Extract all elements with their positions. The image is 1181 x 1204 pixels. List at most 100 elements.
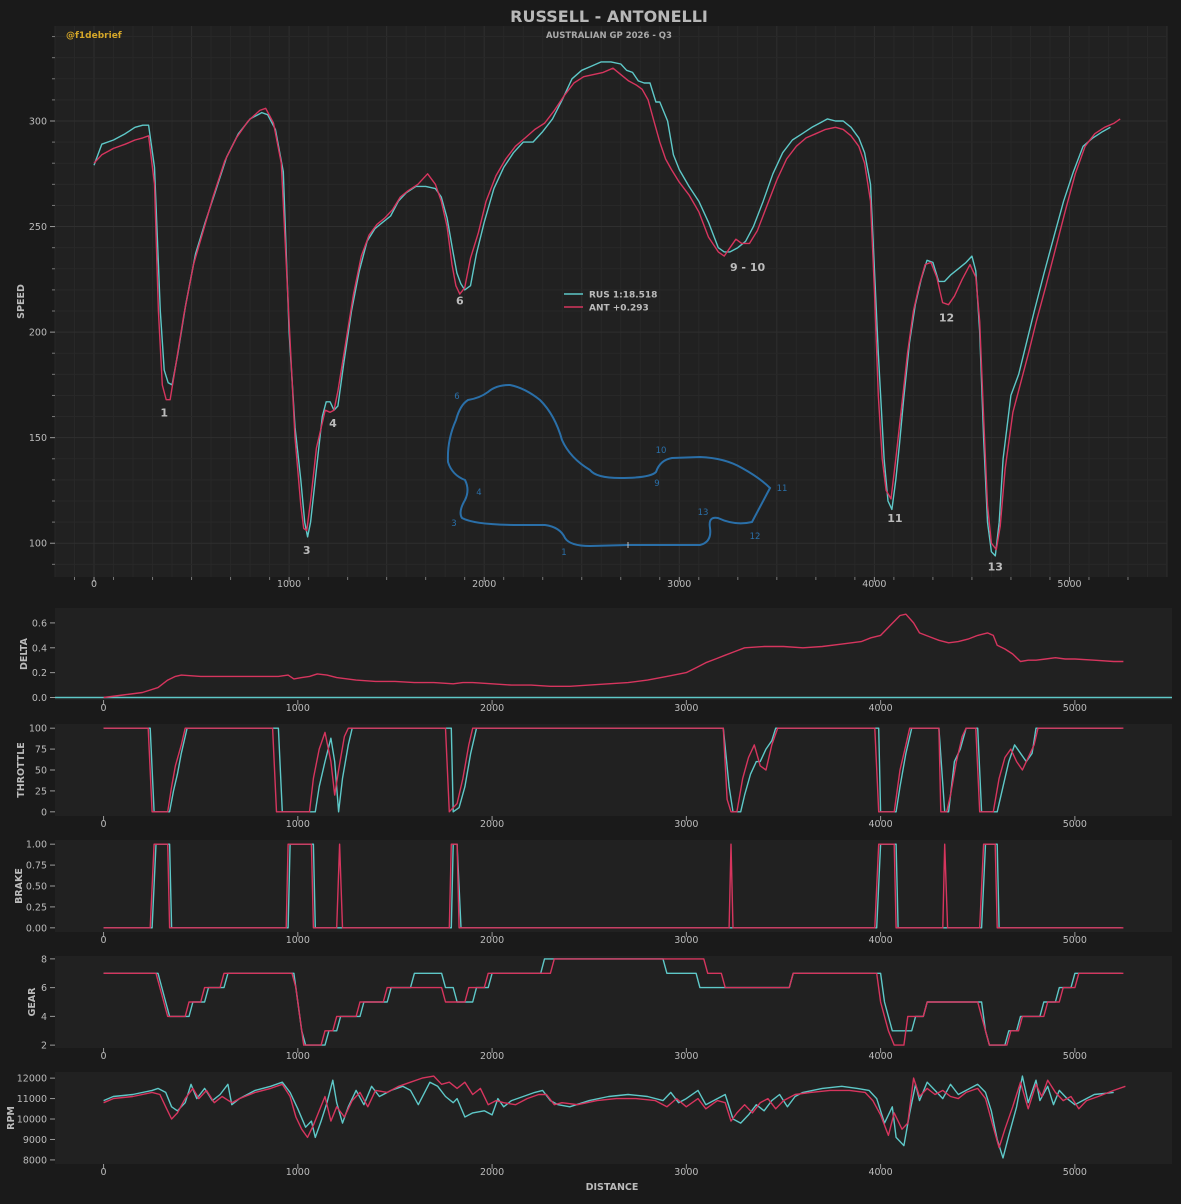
watermark: @f1debrief (66, 31, 122, 41)
corner-label: 6 (456, 295, 464, 308)
brake-xtick-label: 5000 (1063, 935, 1087, 946)
throttle-series-ant (103, 727, 1124, 813)
gear-ytick-label: 6 (41, 983, 47, 994)
brake-ytick-label: 0.50 (26, 882, 47, 893)
gear-ytick-label: 2 (41, 1041, 47, 1052)
delta-ylabel: DELTA (19, 637, 30, 670)
brake-series-ant (103, 843, 1124, 929)
throttle-ytick-label: 100 (29, 724, 47, 735)
throttle-xtick-label: 5000 (1063, 819, 1087, 830)
brake-plot-area (55, 840, 1172, 932)
figure-title: RUSSELL - ANTONELLI (510, 7, 708, 26)
track-corner-label: 11 (777, 484, 788, 494)
rpm-xtick-label: 2000 (480, 1167, 504, 1178)
rpm-xtick-label: 0 (101, 1167, 107, 1178)
brake-xtick-label: 4000 (869, 935, 893, 946)
speed-series-ant (93, 67, 1121, 551)
throttle-xtick-label: 4000 (869, 819, 893, 830)
rpm-series-rus (103, 1075, 1114, 1159)
track-corner-label: 9 (654, 479, 659, 489)
speed-ytick-label: 200 (29, 328, 47, 339)
legend: RUS 1:18.518 ANT +0.293 (564, 291, 657, 314)
throttle-xtick-label: 3000 (674, 819, 698, 830)
gear-ylabel: GEAR (27, 987, 38, 1017)
corner-label: 11 (887, 512, 902, 525)
throttle-ytick-label: 25 (35, 786, 47, 797)
delta-xtick-label: 3000 (674, 703, 698, 714)
gear-ytick-label: 4 (41, 1012, 47, 1023)
delta-ytick-label: 0.0 (32, 693, 47, 704)
gear-panel: 2 4 6 8 0 1000 2000 3000 4000 5000 GEAR (27, 954, 1172, 1062)
rpm-xtick-label: 1000 (286, 1167, 310, 1178)
speed-ytick-label: 100 (29, 539, 47, 550)
delta-plot-area (55, 608, 1172, 700)
corner-label: 1 (160, 407, 168, 420)
rpm-ytick-label: 10000 (17, 1115, 47, 1126)
delta-panel: 0.0 0.2 0.4 0.6 0 1000 2000 3000 4000 5000 DELTA (19, 608, 1172, 714)
speed-xtick-label: 0 (91, 579, 97, 590)
speed-xtick-label: 5000 (1057, 579, 1081, 590)
brake-xtick-label: 1000 (286, 935, 310, 946)
gear-plot-area (55, 956, 1172, 1048)
legend-label-rus: RUS 1:18.518 (589, 291, 657, 301)
throttle-ytick-label: 75 (35, 745, 47, 756)
delta-xtick-label: 1000 (286, 703, 310, 714)
gear-ytick-label: 8 (41, 954, 47, 965)
rpm-ytick-label: 8000 (23, 1155, 47, 1166)
rpm-series-ant (103, 1075, 1126, 1149)
throttle-xtick-label: 1000 (286, 819, 310, 830)
rpm-ytick-label: 11000 (17, 1094, 47, 1105)
rpm-xtick-label: 3000 (674, 1167, 698, 1178)
rpm-ylabel: RPM (6, 1106, 17, 1130)
corner-label: 4 (329, 417, 337, 430)
gear-xtick-label: 1000 (286, 1051, 310, 1062)
brake-ytick-label: 0.75 (26, 861, 47, 872)
brake-ytick-label: 0.00 (26, 923, 47, 934)
throttle-ytick-label: 50 (35, 766, 47, 777)
delta-ytick-label: 0.6 (32, 618, 47, 629)
gear-xtick-label: 4000 (869, 1051, 893, 1062)
rpm-panel: 8000 9000 10000 11000 12000 0 1000 2000 3000 4000… (6, 1072, 1172, 1178)
delta-xtick-label: 0 (101, 703, 107, 714)
speed-xtick-label: 3000 (667, 579, 691, 590)
brake-ytick-label: 1.00 (26, 840, 47, 851)
gear-xtick-label: 3000 (674, 1051, 698, 1062)
chart-subtitle: AUSTRALIAN GP 2026 - Q3 (546, 31, 672, 41)
throttle-ylabel: THROTTLE (16, 742, 27, 798)
gear-xtick-label: 2000 (480, 1051, 504, 1062)
speed-ytick-label: 150 (29, 433, 47, 444)
corner-label: 12 (939, 312, 954, 325)
rpm-ytick-label: 9000 (23, 1135, 47, 1146)
throttle-ytick-label: 0 (41, 807, 47, 818)
brake-xtick-label: 2000 (480, 935, 504, 946)
delta-xtick-label: 4000 (869, 703, 893, 714)
track-corner-label: 6 (454, 392, 459, 402)
speed-plot-area (55, 26, 1167, 577)
gear-xtick-label: 0 (101, 1051, 107, 1062)
throttle-xtick-label: 0 (101, 819, 107, 830)
rpm-plot-area (55, 1072, 1172, 1164)
corner-label: 3 (303, 544, 311, 557)
delta-xtick-label: 2000 (480, 703, 504, 714)
speed-xtick-label: 4000 (862, 579, 886, 590)
speed-xtick-label: 2000 (472, 579, 496, 590)
speed-ylabel: SPEED (16, 284, 27, 319)
delta-ytick-label: 0.4 (32, 643, 47, 654)
delta-ytick-label: 0.2 (32, 668, 47, 679)
brake-ytick-label: 0.25 (26, 902, 47, 913)
corner-label: 9 - 10 (730, 261, 766, 274)
rpm-xlabel: DISTANCE (586, 1182, 639, 1193)
delta-series-ant (103, 613, 1124, 699)
legend-label-ant: ANT +0.293 (589, 304, 649, 314)
brake-xtick-label: 3000 (674, 935, 698, 946)
track-corner-label: 12 (750, 532, 761, 542)
track-corner-label: 4 (476, 488, 481, 498)
speed-ytick-label: 250 (29, 222, 47, 233)
brake-xtick-label: 0 (101, 935, 107, 946)
speed-ytick-label: 300 (29, 117, 47, 128)
speed-xtick-label: 1000 (277, 579, 301, 590)
